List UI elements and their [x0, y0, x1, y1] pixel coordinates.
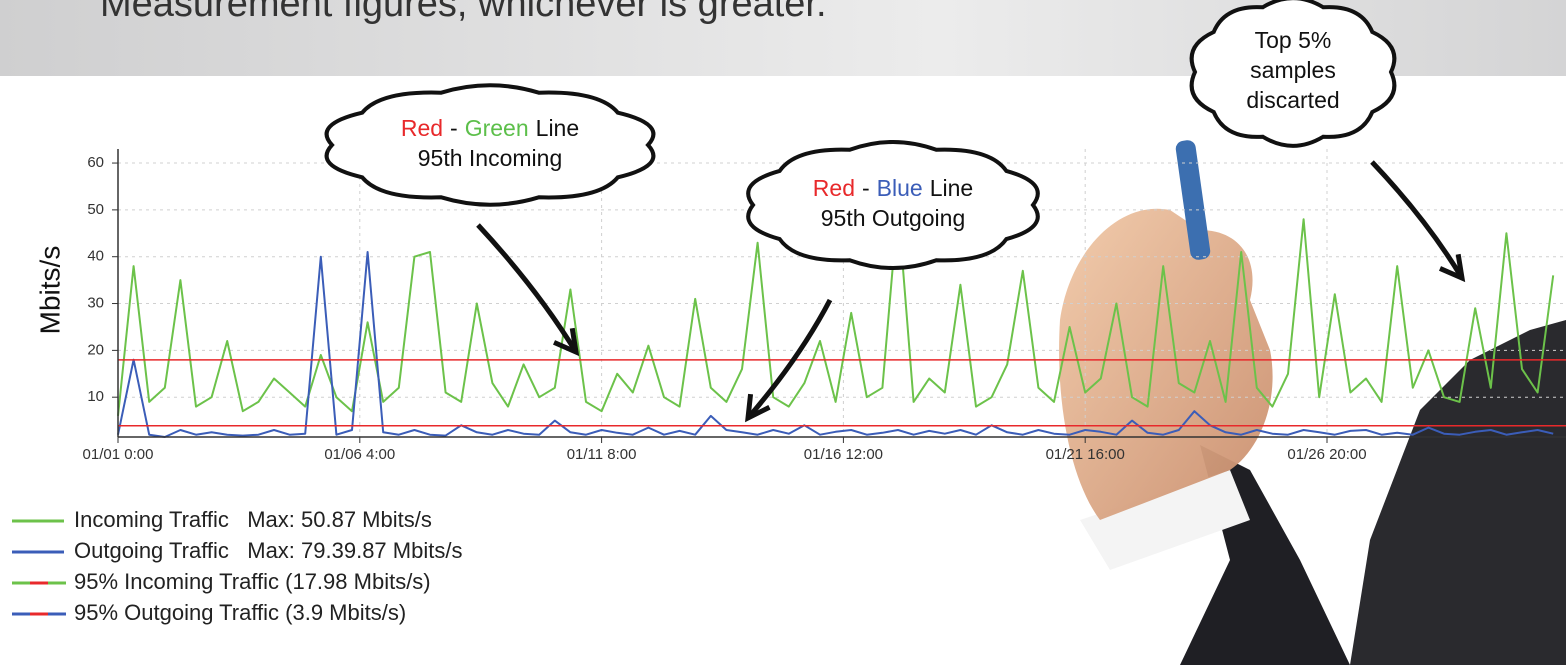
legend-label: Incoming Traffic Max: 50.87 Mbits/s — [74, 507, 432, 532]
x-tick-label: 01/11 8:00 — [567, 446, 637, 463]
bubble-text: Red-Green Line — [401, 115, 579, 141]
arrow — [748, 300, 830, 418]
bubble-text: 95th Incoming — [418, 145, 562, 171]
y-tick-label: 20 — [87, 341, 104, 358]
hand-photo — [1059, 139, 1566, 665]
arrow — [478, 225, 576, 352]
x-tick-label: 01/16 12:00 — [804, 446, 883, 463]
bubble-word: Line — [930, 175, 973, 201]
y-tick-label: 50 — [87, 201, 104, 218]
bubble-word: Green — [465, 115, 529, 141]
page: Measurement figures, whichever is greate… — [0, 0, 1566, 665]
y-tick-label: 40 — [87, 248, 104, 265]
chart: Measurement figures, whichever is greate… — [0, 0, 1566, 665]
legend-label: 95% Incoming Traffic (17.98 Mbits/s) — [74, 569, 431, 594]
bubble-word: Top 5% — [1255, 27, 1332, 53]
bubble-word: 95th Incoming — [418, 145, 562, 171]
y-tick-label: 60 — [87, 154, 104, 171]
bubble-word: - — [450, 115, 458, 141]
bubble-word: samples — [1250, 57, 1336, 83]
arrow — [1372, 162, 1462, 278]
bubble-word: 95th Outgoing — [821, 205, 966, 231]
bubble-word: Blue — [877, 175, 923, 201]
series-line — [118, 252, 1553, 437]
legend-label: Outgoing Traffic Max: 79.39.87 Mbits/s — [74, 538, 462, 563]
y-tick-label: 10 — [87, 388, 104, 405]
bubble-text: Red-Blue Line — [813, 175, 973, 201]
bubble-word: Red — [813, 175, 855, 201]
y-tick-label: 30 — [87, 295, 104, 312]
bubble-word: discarted — [1246, 87, 1339, 113]
x-tick-label: 01/21 16:00 — [1046, 446, 1125, 463]
header-text: Measurement figures, whichever is greate… — [100, 0, 827, 25]
x-tick-label: 01/26 20:00 — [1287, 446, 1366, 463]
x-tick-label: 01/06 4:00 — [324, 446, 395, 463]
y-axis-label: Mbits/s — [34, 246, 65, 335]
bubble-text: 95th Outgoing — [821, 205, 966, 231]
bubble-text: samples — [1250, 57, 1336, 83]
bubble-text: Top 5% — [1255, 27, 1332, 53]
bubble-word: Line — [536, 115, 579, 141]
bubble-word: Red — [401, 115, 443, 141]
bubble-word: - — [862, 175, 870, 201]
bubble-text: discarted — [1246, 87, 1339, 113]
legend-label: 95% Outgoing Traffic (3.9 Mbits/s) — [74, 600, 406, 625]
x-tick-label: 01/01 0:00 — [83, 446, 154, 463]
